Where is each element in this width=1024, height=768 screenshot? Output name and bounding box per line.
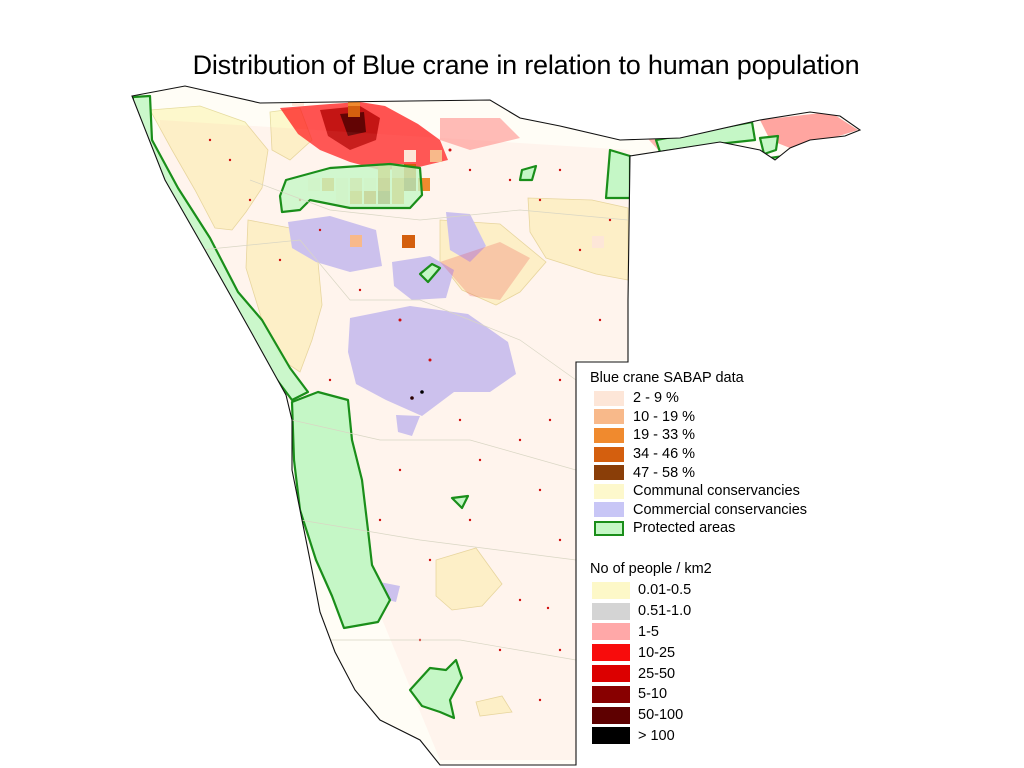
legend-swatch: [594, 409, 624, 425]
legend-population-item: 0.01-0.5: [590, 580, 712, 601]
communal-conservancies: [149, 105, 629, 717]
legend-population-item: 0.51-1.0: [590, 601, 712, 622]
legend-sabap-item: 47 - 58 %: [590, 463, 807, 482]
legend-label: 25-50: [638, 665, 676, 682]
legend-sabap-heading: Blue crane SABAP data: [590, 370, 744, 386]
legend-sabap-item: 34 - 46 %: [590, 445, 807, 464]
legend-swatch: [592, 581, 630, 599]
legend-population-item: 10-25: [590, 642, 712, 663]
legend-label: Communal conservancies: [633, 483, 800, 500]
legend-label: 0.51-1.0: [638, 603, 692, 620]
legend-population-item: 25-50: [590, 663, 712, 684]
legend-swatch: [594, 390, 624, 406]
legend-label: 47 - 58 %: [633, 464, 696, 481]
population-points: [208, 138, 612, 702]
legend-sabap-item: 19 - 33 %: [590, 426, 807, 445]
legend-swatch: [594, 465, 624, 481]
legend-swatch: [594, 446, 624, 462]
legend-swatch: [592, 644, 630, 662]
legend-label: 10-25: [638, 644, 676, 661]
legend-label: Protected areas: [633, 520, 736, 537]
legend-swatch: [594, 427, 624, 443]
legend-population-heading: No of people / km2: [590, 561, 712, 577]
legend-label: 34 - 46 %: [633, 446, 696, 463]
legend-swatch: [592, 665, 630, 683]
commercial-conservancies: [288, 212, 516, 602]
legend-sabap-item: 2 - 9 %: [590, 389, 807, 408]
legend-label: 10 - 19 %: [633, 408, 696, 425]
legend-swatch: [592, 727, 630, 745]
legend-swatch: [592, 685, 630, 703]
legend-population: No of people / km2 0.01-0.5 0.51-1.0 1-5…: [590, 561, 712, 746]
legend-sabap: Blue crane SABAP data 2 - 9 % 10 - 19 % …: [590, 370, 807, 538]
legend-population-item: 50-100: [590, 705, 712, 726]
legend-label: 19 - 33 %: [633, 427, 696, 444]
legend-sabap-item: Protected areas: [590, 519, 807, 538]
legend-sabap-item: 10 - 19 %: [590, 408, 807, 427]
legend-label: > 100: [638, 727, 675, 744]
legend-swatch: [592, 623, 630, 641]
legend-swatch: [592, 706, 630, 724]
legend-label: Commercial conservancies: [633, 501, 808, 518]
legend-swatch: [594, 483, 624, 499]
region-boundaries: [199, 179, 629, 661]
legend-population-item: > 100: [590, 726, 712, 747]
legend-label: 0.01-0.5: [638, 582, 692, 599]
legend-swatch: [594, 502, 624, 518]
legend-population-item: 1-5: [590, 622, 712, 643]
map-title: Distribution of Blue crane in relation t…: [192, 50, 860, 80]
legend-swatch: [592, 602, 630, 620]
legend-sabap-item: Commercial conservancies: [590, 501, 807, 520]
legend-swatch: [594, 520, 624, 536]
legend-label: 50-100: [638, 707, 684, 724]
legend-label: 5-10: [638, 686, 668, 703]
legend-sabap-item: Communal conservancies: [590, 482, 807, 501]
legend-label: 1-5: [638, 623, 659, 640]
legend-label: 2 - 9 %: [633, 390, 679, 407]
legend-population-item: 5-10: [590, 684, 712, 705]
